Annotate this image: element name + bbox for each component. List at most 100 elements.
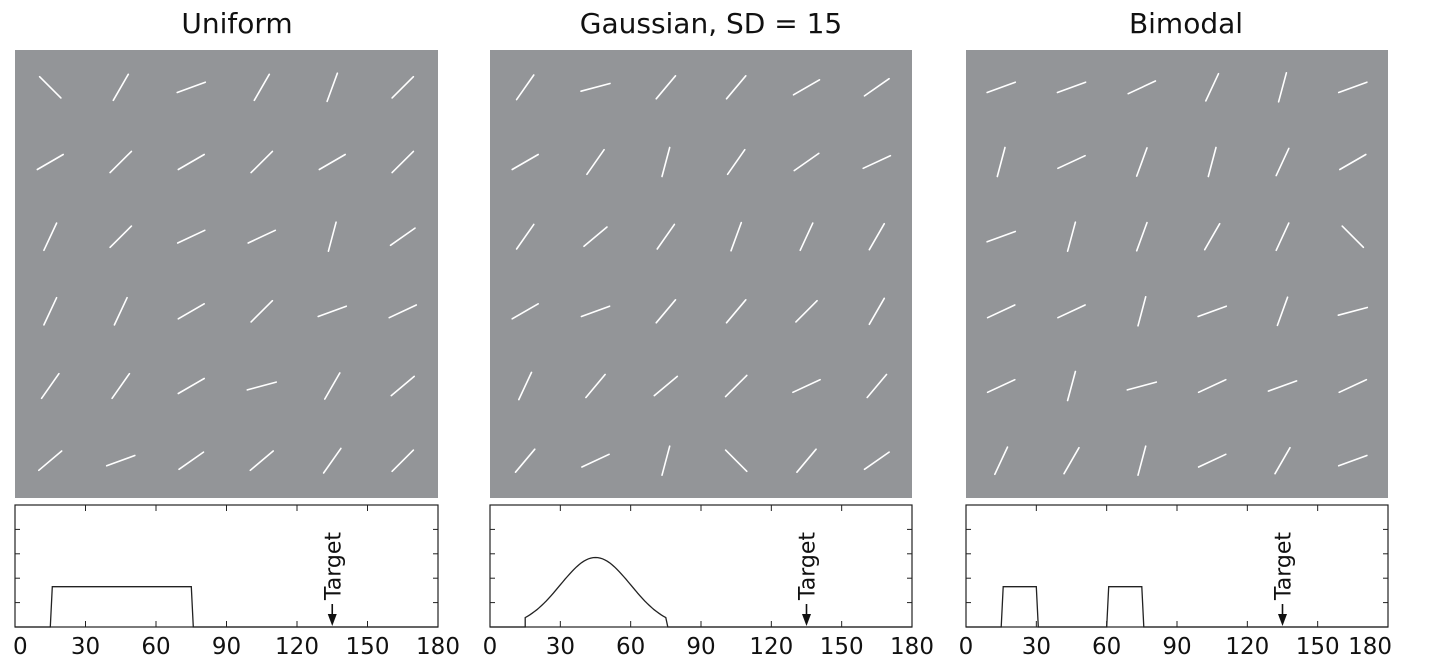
line-segment (724, 374, 748, 398)
x-tick-label: 150 (346, 634, 390, 658)
distribution-plot: 0 30 60 90 120 150 180 Target (959, 504, 1392, 658)
line-segment (1135, 221, 1148, 252)
line-segment (322, 447, 342, 474)
line-segment (1066, 221, 1077, 252)
line-segment (250, 299, 274, 323)
distribution-plot: 0 30 60 90 120 150 180 Target (483, 504, 934, 658)
x-tick-label: 180 (416, 634, 460, 658)
line-segment (661, 146, 671, 178)
line-segment (1339, 153, 1367, 171)
panel-uniform: Uniform 0 30 60 90 120 150 180 Target (13, 7, 460, 658)
line-segment (391, 150, 415, 174)
line-segment (993, 446, 1009, 476)
line-segment (1337, 81, 1368, 94)
x-tick-label: 150 (820, 634, 864, 658)
line-segment (986, 304, 1016, 319)
line-segment (866, 373, 888, 399)
line-segment (725, 298, 747, 324)
line-segment (318, 153, 347, 171)
line-segment (1137, 445, 1147, 477)
line-segment (391, 449, 415, 473)
line-segment (40, 372, 60, 400)
line-segment (109, 225, 133, 249)
line-segment (986, 230, 1017, 243)
line-segment (177, 302, 205, 320)
line-segment (517, 371, 533, 401)
line-segment (1057, 304, 1086, 319)
line-segment (863, 451, 890, 471)
line-segment (986, 378, 1016, 394)
line-segment (724, 449, 748, 473)
line-segments (36, 72, 418, 474)
line-segment (515, 74, 535, 101)
line-segment (725, 75, 747, 100)
line-segment (249, 450, 275, 472)
x-tick-label: 90 (212, 634, 241, 658)
line-segment (389, 227, 416, 247)
line-segment (1337, 306, 1369, 317)
plot-frame (14, 504, 439, 628)
target-arrow-head (1278, 614, 1287, 626)
line-segment (586, 148, 605, 176)
line-segment (1267, 380, 1298, 392)
x-tick-label: 30 (1022, 634, 1051, 658)
stimulus-array (15, 50, 438, 498)
line-segment (661, 445, 671, 477)
target-arrow-head (327, 614, 337, 626)
line-segment (514, 448, 536, 474)
line-segment (36, 153, 65, 171)
line-segment (580, 82, 611, 92)
line-segment (656, 223, 676, 250)
line-segment (799, 222, 814, 252)
x-tick-label: 60 (616, 634, 645, 658)
line-segment (109, 150, 133, 174)
line-segment (511, 153, 540, 171)
panel-title: Gaussian, SD = 15 (580, 7, 843, 40)
line-segment (1276, 296, 1289, 327)
plot-frame (965, 504, 1389, 628)
line-segment (581, 453, 610, 468)
plot-frame (489, 504, 913, 628)
line-segment (250, 150, 274, 174)
x-tick-label: 120 (275, 634, 319, 658)
line-segment (112, 73, 130, 102)
line-segment (996, 146, 1006, 178)
line-segments (986, 72, 1369, 477)
target-label: Target (796, 532, 821, 601)
x-tick-label: 0 (959, 634, 974, 658)
line-segment (793, 152, 820, 172)
line-segment (43, 296, 58, 326)
x-tick-label: 120 (1225, 634, 1269, 658)
line-segments (511, 74, 892, 477)
distribution-curve (966, 586, 1388, 628)
line-segment (796, 448, 817, 474)
line-segment (247, 229, 277, 244)
line-segment (323, 372, 341, 400)
x-tick-label: 60 (1092, 634, 1121, 658)
line-segment (105, 454, 136, 467)
line-segment (986, 81, 1017, 94)
x-tick-label: 90 (1162, 634, 1191, 658)
line-segment (515, 223, 535, 250)
line-segment (1274, 446, 1291, 475)
stimulus-array (966, 50, 1388, 498)
x-tick-label: 180 (1348, 634, 1392, 658)
line-segment (1127, 80, 1157, 95)
stimulus-array (490, 50, 912, 498)
line-segment (792, 79, 821, 96)
line-segment (1197, 305, 1228, 318)
line-segment (1126, 381, 1158, 391)
line-segment (792, 378, 821, 394)
line-segment (1197, 378, 1227, 394)
x-tick-label: 30 (546, 634, 575, 658)
x-tick-label: 0 (483, 634, 498, 658)
panel-title: Uniform (181, 7, 292, 40)
line-segment (113, 296, 128, 326)
line-segment (391, 75, 415, 99)
line-segment (1275, 147, 1290, 177)
target-arrow-head (802, 614, 811, 626)
line-segment (1197, 453, 1227, 468)
line-segment (585, 373, 606, 399)
line-segment (1135, 147, 1148, 177)
line-segment (511, 302, 540, 320)
